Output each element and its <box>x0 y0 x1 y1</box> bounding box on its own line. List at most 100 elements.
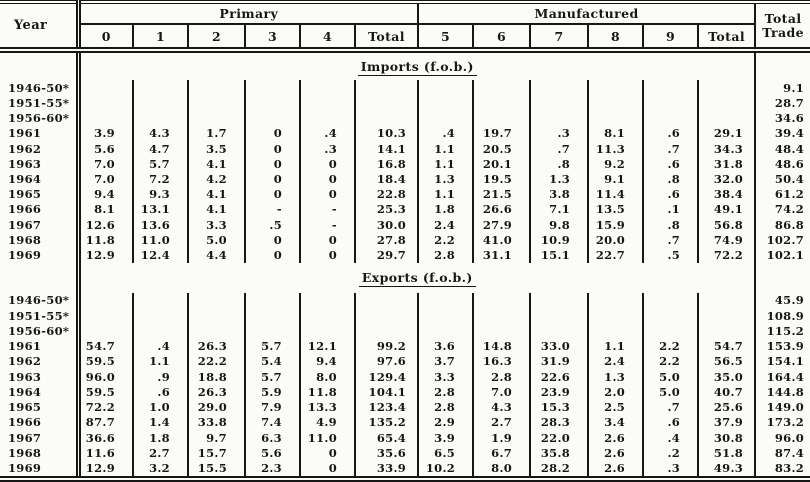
value-cell <box>300 292 356 309</box>
value-cell: 22.7 <box>588 247 645 263</box>
table-row: 1946-50* 45.9 <box>0 292 810 309</box>
year-cell: 1967 <box>0 217 81 233</box>
value-cell <box>245 110 301 126</box>
value-cell: .8 <box>643 217 700 233</box>
value-cell: 13.6 <box>133 217 189 233</box>
value-cell: 104.1 <box>355 384 420 400</box>
total-trade-cell: 102.1 <box>766 248 805 263</box>
value-cell: 59.5 <box>78 384 134 400</box>
table-row: 1951-55* 28.7 <box>0 95 810 111</box>
value-cell <box>300 80 356 96</box>
value-cell: 3.3 <box>188 217 246 233</box>
value-cell <box>643 80 700 96</box>
table-row: 1951-55* 108.9 <box>0 308 810 324</box>
value-cell: 26.3 <box>188 384 246 400</box>
value-cell <box>588 95 645 111</box>
value-cell: 33.0 <box>530 338 590 354</box>
total-trade-cell: 34.6 <box>774 111 805 126</box>
total-trade-cell: 61.2 <box>774 187 805 202</box>
total-trade-cell: 102.7 <box>766 232 805 247</box>
value-cell <box>698 308 757 324</box>
value-cell <box>418 292 475 309</box>
table-row: 1961 3.9 4.3 1.7 0.4 10.3.4 19.7.3 8.1.6 29.1 39.… <box>0 125 810 141</box>
year-cell: 1961 <box>0 338 81 354</box>
value-cell: 5.0 <box>643 369 700 385</box>
value-cell: 31.1 <box>473 247 532 263</box>
total-trade-cell: 87.4 <box>774 445 805 460</box>
value-cell: 34.3 <box>698 140 757 157</box>
value-cell: 0 <box>245 125 301 141</box>
value-cell: .3 <box>643 460 700 479</box>
value-cell: 9.8 <box>530 217 590 233</box>
value-cell: 15.9 <box>588 217 645 233</box>
value-cell: .7 <box>530 140 590 157</box>
value-cell: 11.0 <box>300 429 356 446</box>
table-row: 1963 96.0.9 18.8 5.7 8.0 129.4 3.3 2.8 22.6 1.3 5.… <box>0 369 810 385</box>
value-cell <box>133 110 189 126</box>
value-cell: 5.7 <box>245 369 301 385</box>
table-row: 1956-60* 34.6 <box>0 110 810 126</box>
value-cell <box>588 308 645 324</box>
value-cell: 2.7 <box>133 445 189 461</box>
value-cell: 8.0 <box>300 369 356 385</box>
year-column-header: Year <box>0 2 81 53</box>
value-cell: 2.7 <box>473 414 532 430</box>
total-trade-cell: 108.9 <box>766 308 805 323</box>
value-cell: 6.5 <box>418 445 475 461</box>
value-cell: 22.6 <box>530 369 590 385</box>
value-cell: .6 <box>643 186 700 202</box>
total-trade-cell: 154.1 <box>766 354 805 369</box>
value-cell: 9.4 <box>300 353 356 370</box>
value-cell: .9 <box>133 369 189 385</box>
year-cell: 1946-50* <box>0 80 81 96</box>
value-cell: 49.1 <box>698 201 757 218</box>
value-cell: 1.3 <box>530 171 590 187</box>
value-cell <box>245 80 301 96</box>
value-cell: 49.3 <box>698 460 757 479</box>
value-cell: 72.2 <box>698 247 757 263</box>
value-cell <box>188 80 246 96</box>
year-cell: 1967 <box>0 429 81 446</box>
primary-col-header-3: 3 <box>245 24 301 53</box>
value-cell: 6.3 <box>245 429 301 446</box>
value-cell: 4.9 <box>300 414 356 430</box>
total-trade-cell: 28.7 <box>774 95 805 110</box>
value-cell: 4.1 <box>188 156 246 172</box>
primary-col-header-4: 4 <box>300 24 356 53</box>
year-cell: 1956-60* <box>0 110 81 126</box>
value-cell: 2.8 <box>473 369 532 385</box>
value-cell <box>355 323 420 339</box>
value-cell: 27.8 <box>355 232 420 248</box>
value-cell: 11.3 <box>588 140 645 157</box>
year-cell: 1966 <box>0 414 81 430</box>
value-cell: 29.7 <box>355 247 420 263</box>
table-row: 1946-50* 9.1 <box>0 80 810 96</box>
value-cell: 1.1 <box>418 140 475 157</box>
table-row: 1965 72.2 1.0 29.0 7.9 13.3 123.4 2.8 4.3 15.3 2.5… <box>0 399 810 415</box>
table-row: 1969 12.9 12.4 4.4 0 0 29.7 2.8 31.1 15.1 22.7.5 72… <box>0 247 810 263</box>
value-cell: .3 <box>530 125 590 141</box>
value-cell: 20.0 <box>588 232 645 248</box>
value-cell <box>133 308 189 324</box>
value-cell: 1.1 <box>133 353 189 370</box>
value-cell <box>530 95 590 111</box>
value-cell <box>188 95 246 111</box>
value-cell: 16.8 <box>355 156 420 172</box>
value-cell: 1.4 <box>133 414 189 430</box>
section-spacer-left <box>0 262 81 293</box>
section-spacer-right <box>754 262 810 293</box>
value-cell <box>473 308 532 324</box>
value-cell <box>188 110 246 126</box>
year-cell: 1962 <box>0 140 81 157</box>
value-cell: 16.3 <box>473 353 532 370</box>
section-spacer-left <box>0 50 81 80</box>
table-row: 1956-60* 115.2 <box>0 323 810 339</box>
primary-col-header-1: 1 <box>133 24 189 53</box>
value-cell <box>355 110 420 126</box>
value-cell: 1.0 <box>133 399 189 415</box>
value-cell: 15.7 <box>188 445 246 461</box>
value-cell: 0 <box>245 247 301 263</box>
primary-total-col-header: Total <box>355 24 420 53</box>
value-cell: 22.8 <box>355 186 420 202</box>
value-cell <box>300 95 356 111</box>
